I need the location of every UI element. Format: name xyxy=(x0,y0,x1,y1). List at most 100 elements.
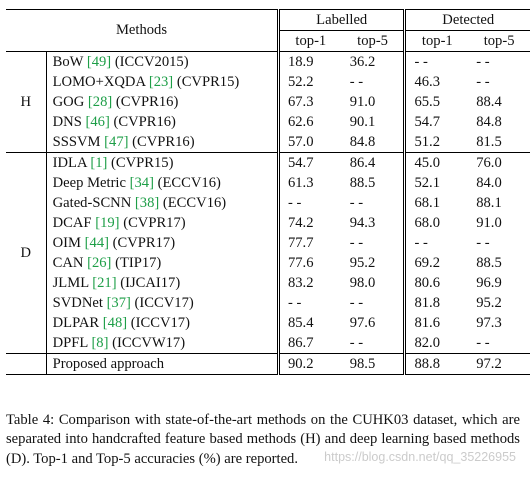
proposed-value-cell: 90.2 xyxy=(276,353,342,375)
method-cell: DNS [46] (CVPR16) xyxy=(45,112,279,132)
citation-link[interactable]: [38] xyxy=(134,194,160,211)
value-cell: 67.3 xyxy=(276,92,342,112)
venue: (CVPR17) xyxy=(112,234,176,251)
citation-link[interactable]: [46] xyxy=(85,113,110,130)
proposed-row: Proposed approach 90.2 98.5 88.8 97.2 xyxy=(6,353,530,375)
value-cell: 61.3 xyxy=(276,173,342,193)
value-cell: 54.7 xyxy=(403,112,469,132)
table-row: JLML [21] (IJCAI17) 83.2 98.0 80.6 96.9 xyxy=(6,273,530,293)
value-cell: - - xyxy=(349,194,364,211)
citation-link[interactable]: [34] xyxy=(129,174,154,191)
method-cell: SSSVM [47] (CVPR16) xyxy=(45,132,279,153)
value-cell: 46.3 xyxy=(403,72,469,92)
table-row: DLPAR [48] (ICCV17) 85.4 97.6 81.6 97.3 xyxy=(6,313,530,333)
value-cell: 69.2 xyxy=(403,253,469,273)
value-cell: 18.9 xyxy=(276,51,342,72)
labelled-header: Labelled xyxy=(276,9,405,31)
citation-link[interactable]: [44] xyxy=(84,234,109,251)
value-cell: 88.4 xyxy=(476,93,502,110)
value-cell: 84.0 xyxy=(476,174,502,191)
method-cell: IDLA [1] (CVPR15) xyxy=(45,152,279,173)
method-name: SVDNet xyxy=(52,294,103,311)
venue: (ECCV16) xyxy=(162,194,227,211)
citation-link[interactable]: [21] xyxy=(92,274,117,291)
value-cell: - - xyxy=(403,233,469,253)
labelled-top1-header: top-1 xyxy=(276,30,342,52)
citation-link[interactable]: [19] xyxy=(95,214,120,231)
value-cell: 88.5 xyxy=(349,174,376,191)
method-name: BoW xyxy=(52,53,84,70)
value-cell: - - xyxy=(276,293,342,313)
detected-top1-header: top-1 xyxy=(403,30,469,52)
citation-link[interactable]: [49] xyxy=(86,53,112,70)
method-cell: DPFL [8] (ICCVW17) xyxy=(45,333,279,354)
detected-top5-header: top-5 xyxy=(468,30,530,52)
citation-link[interactable]: [47] xyxy=(104,133,129,150)
value-cell: 62.6 xyxy=(276,112,342,132)
value-cell: 36.2 xyxy=(349,53,376,70)
value-cell: 83.2 xyxy=(276,273,342,293)
value-cell: 95.2 xyxy=(476,294,502,311)
method-name: DCAF xyxy=(52,214,92,231)
detected-header: Detected xyxy=(403,9,530,31)
citation-link[interactable]: [26] xyxy=(87,254,112,271)
venue: (ICCVW17) xyxy=(112,334,186,351)
method-cell: CAN [26] (TIP17) xyxy=(45,253,279,273)
citation-link[interactable]: [23] xyxy=(148,73,174,90)
table-row: DPFL [8] (ICCVW17) 86.7- -82.0- - xyxy=(6,333,530,354)
value-cell: 57.0 xyxy=(276,132,342,153)
venue: (ICCV17) xyxy=(134,294,194,311)
citation-link[interactable]: [28] xyxy=(87,93,113,110)
value-cell: 54.7 xyxy=(276,152,342,173)
value-cell: 88.1 xyxy=(476,194,502,211)
method-cell: Gated-SCNN [38] (ECCV16) xyxy=(45,193,279,213)
table-caption: Table 4: Comparison with state-of-the-ar… xyxy=(6,411,520,467)
method-cell: Deep Metric [34] (ECCV16) xyxy=(45,173,279,193)
venue: (CVPR16) xyxy=(113,113,176,130)
table-row: Deep Metric [34] (ECCV16) 61.3 88.5 52.1 84.… xyxy=(6,173,530,193)
value-cell: 84.8 xyxy=(349,133,376,150)
citation-link[interactable]: [37] xyxy=(106,294,131,311)
method-name: OIM xyxy=(52,234,82,251)
proposed-value-cell: 88.8 xyxy=(403,353,469,375)
value-cell: 91.0 xyxy=(349,93,376,110)
value-cell: 76.0 xyxy=(468,152,530,173)
results-table: Methods Labelled Detected top-1 top-5 to… xyxy=(6,9,530,375)
table-body: H BoW [49] (ICCV2015) 18.9 36.2- -- - LOMO+X… xyxy=(6,51,530,375)
venue: (CVPR15) xyxy=(111,154,174,171)
method-name: Gated-SCNN xyxy=(52,194,132,211)
empty-category xyxy=(6,353,47,375)
value-cell: 77.6 xyxy=(276,253,342,273)
method-name: DPFL xyxy=(52,334,88,351)
value-cell: 68.0 xyxy=(403,213,469,233)
labelled-top5-header: top-5 xyxy=(341,30,405,52)
value-cell: - - xyxy=(476,53,490,70)
value-cell: 96.9 xyxy=(476,274,502,291)
value-cell: - - xyxy=(403,51,469,72)
value-cell: 94.3 xyxy=(349,214,376,231)
value-cell: 81.5 xyxy=(476,133,502,150)
venue: (CVPR16) xyxy=(115,93,179,110)
value-cell: - - xyxy=(276,193,342,213)
value-cell: 90.1 xyxy=(349,113,376,130)
value-cell: 81.8 xyxy=(403,293,469,313)
table-row: D IDLA [1] (CVPR15) 54.7 86.4 45.0 76.0 xyxy=(6,152,530,354)
venue: (CVPR16) xyxy=(132,133,195,150)
method-cell: BoW [49] (ICCV2015) xyxy=(45,51,279,72)
value-cell: 51.2 xyxy=(403,132,469,153)
citation-link[interactable]: [8] xyxy=(91,334,109,351)
methods-header: Methods xyxy=(6,9,279,52)
proposed-value-cell: 97.2 xyxy=(468,353,530,375)
venue: (IJCAI17) xyxy=(120,274,181,291)
venue: (ECCV16) xyxy=(157,174,221,191)
table-row: Gated-SCNN [38] (ECCV16) - -- -68.1 88.1 xyxy=(6,193,530,213)
table-row: CAN [26] (TIP17) 77.6 95.2 69.2 88.5 xyxy=(6,253,530,273)
method-cell: OIM [44] (CVPR17) xyxy=(45,233,279,253)
proposed-value-cell: 98.5 xyxy=(341,353,405,375)
citation-link[interactable]: [1] xyxy=(90,154,108,171)
citation-link[interactable]: [48] xyxy=(102,314,128,331)
method-cell: JLML [21] (IJCAI17) xyxy=(45,273,279,293)
value-cell: 65.5 xyxy=(403,92,469,112)
method-name: DNS xyxy=(52,113,82,130)
value-cell: - - xyxy=(349,234,364,251)
